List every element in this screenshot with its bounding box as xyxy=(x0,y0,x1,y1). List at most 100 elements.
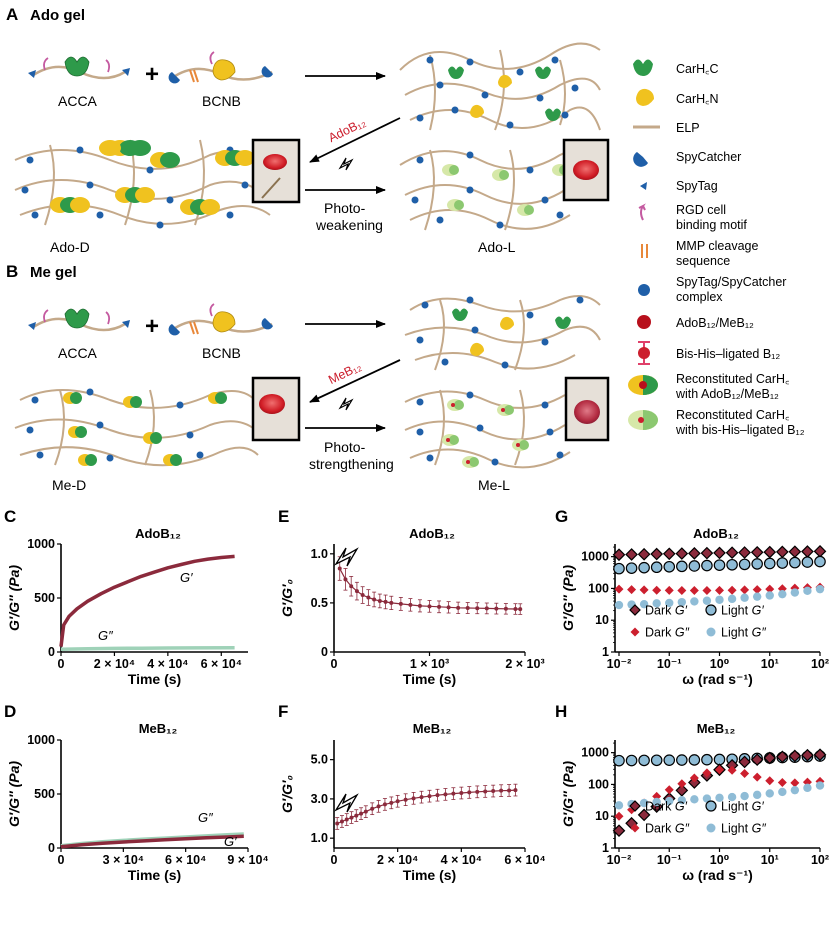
y-axis-title: G′/G′₀ xyxy=(279,775,295,813)
data-point xyxy=(359,811,364,816)
data-point xyxy=(354,813,359,818)
data-point-light-g-double-prime xyxy=(639,798,649,808)
data-point xyxy=(437,604,442,609)
data-point xyxy=(377,598,382,603)
data-point-light-g-prime xyxy=(613,754,625,767)
data-point-dark-g-double-prime xyxy=(765,584,775,594)
data-point-light-g-prime xyxy=(650,754,663,767)
x-tick-label: 6 × 10⁴ xyxy=(504,853,545,867)
data-point-light-g-double-prime xyxy=(790,588,800,597)
legend-entry: Light G′ xyxy=(721,800,764,814)
legend-spytag: SpyTag xyxy=(676,179,718,193)
plus-sign-a: + xyxy=(145,61,159,88)
x-tick-label: 2 × 10³ xyxy=(505,657,544,671)
adob12-reagent-label: AdoB₁₂ xyxy=(326,115,368,145)
data-point-dark-g-prime xyxy=(738,755,751,769)
data-point-light-g-double-prime xyxy=(815,584,825,594)
data-point-light-g-double-prime xyxy=(614,801,624,810)
data-point-dark-g-prime xyxy=(612,548,626,562)
acca-label-b: ACCA xyxy=(58,345,98,361)
legend-mmp-line2: sequence xyxy=(676,254,730,268)
data-point-dark-g-prime xyxy=(801,545,814,558)
y-tick-label: 5.0 xyxy=(311,753,328,767)
data-point-light-g-double-prime xyxy=(690,597,699,606)
me-d-photo xyxy=(251,376,301,442)
legend-spycatcher: SpyCatcher xyxy=(676,150,741,164)
data-point xyxy=(513,606,518,611)
y-tick-label: 0 xyxy=(48,645,55,659)
legend-complex-line2: complex xyxy=(676,290,723,304)
y-tick-label: 0.5 xyxy=(311,596,328,610)
data-point-light-g-double-prime xyxy=(665,598,674,608)
legend-marker xyxy=(629,604,641,616)
data-point xyxy=(349,584,354,589)
data-point-light-g-prime xyxy=(726,558,738,571)
series-label: G′ xyxy=(180,570,193,585)
lightning-icon xyxy=(334,793,359,813)
adob12-icon xyxy=(637,315,651,329)
chart-title: MeB₁₂ xyxy=(697,721,736,736)
data-point-light-g-prime xyxy=(738,558,751,571)
x-tick-label: 9 × 10⁴ xyxy=(227,853,268,867)
photo-strengthening-line1: Photo- xyxy=(324,439,366,455)
legend-marker xyxy=(706,823,716,833)
x-axis-title: Time (s) xyxy=(403,867,456,883)
data-point-dark-g-prime xyxy=(637,808,651,822)
legend-rgd-line2: binding motif xyxy=(676,218,747,232)
data-point xyxy=(465,606,470,611)
y-tick-label: 1.0 xyxy=(311,547,328,561)
chart-d: MeB₁₂ Time (s) G′/G″ (Pa) 0 3 × 10⁴ 6 × 10⁴ 9 … xyxy=(6,721,269,883)
legend-entry: Dark G′ xyxy=(645,800,688,814)
data-point-light-g-prime xyxy=(676,560,688,573)
data-point-light-g-double-prime xyxy=(803,586,812,596)
series-line xyxy=(60,834,244,849)
series-line xyxy=(60,645,235,652)
data-point-light-g-double-prime xyxy=(740,593,749,602)
chart-f: MeB₁₂ Time (s) G′/G′₀ 0 2 × 10⁴ 4 × 10⁴ 6 × 10… xyxy=(279,721,546,883)
x-tick-label: 0 xyxy=(58,853,65,867)
y-axis-title: G′/G″ (Pa) xyxy=(6,565,22,631)
data-point xyxy=(376,804,381,809)
data-point-light-g-double-prime xyxy=(702,794,712,803)
data-point xyxy=(475,789,480,794)
schematic: A Ado gel B Me gel ACCA + BCNB xyxy=(6,5,610,493)
x-axis-title: Time (s) xyxy=(128,671,181,687)
data-point-dark-g-prime xyxy=(738,546,751,559)
data-point-dark-g-prime xyxy=(750,545,764,559)
data-point-dark-g-double-prime xyxy=(614,584,624,594)
acca-construct-b xyxy=(28,308,130,332)
me-assembly-nodes xyxy=(416,296,584,369)
photo-weakening-line2: weakening xyxy=(315,217,383,233)
data-point-dark-g-prime xyxy=(688,547,701,560)
data-point-light-g-double-prime xyxy=(715,793,724,802)
data-point-light-g-double-prime xyxy=(740,791,749,801)
data-point xyxy=(389,600,394,605)
x-axis-title: Time (s) xyxy=(403,671,456,687)
x-tick-label: 4 × 10⁴ xyxy=(147,657,188,671)
me-d-network xyxy=(14,389,259,467)
data-point-light-g-prime xyxy=(676,754,688,766)
legend-entry: Dark G″ xyxy=(645,822,690,836)
data-point-light-g-double-prime xyxy=(690,795,699,804)
x-tick-label: 10² xyxy=(811,853,829,867)
data-point-dark-g-double-prime xyxy=(752,772,762,782)
data-point-light-g-prime xyxy=(814,555,826,568)
y-tick-label: 1 xyxy=(602,645,609,659)
x-tick-label: 0 xyxy=(331,657,338,671)
data-point-dark-g-double-prime xyxy=(627,585,637,595)
x-tick-label: 10⁻² xyxy=(607,657,632,671)
x-tick-label: 10¹ xyxy=(761,657,779,671)
data-point-dark-g-prime xyxy=(801,748,814,762)
data-point-light-g-prime xyxy=(776,557,789,569)
y-axis-title: G′/G′₀ xyxy=(279,579,295,617)
series-label: G′ xyxy=(224,834,237,849)
data-point-light-g-prime xyxy=(763,557,776,570)
data-point-light-g-double-prime xyxy=(778,589,787,599)
data-point-dark-g-double-prime xyxy=(702,768,712,778)
data-point xyxy=(389,800,394,805)
chart-e: AdoB₁₂ Time (s) G′/G′₀ 0 1 × 10³ 2 × 10³ 0 0.5 1… xyxy=(279,526,545,687)
me-l-label: Me-L xyxy=(478,477,510,493)
data-point-dark-g-prime xyxy=(775,750,789,764)
spycatcher-icon xyxy=(633,152,648,167)
